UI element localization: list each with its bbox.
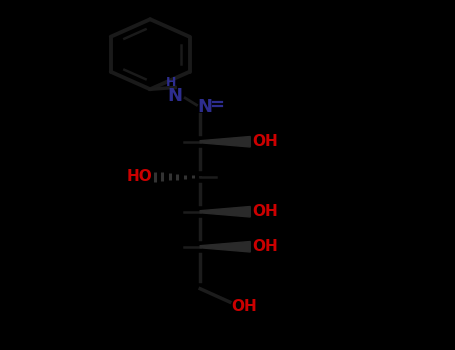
Polygon shape [200, 241, 250, 252]
Text: OH: OH [253, 204, 278, 219]
Text: HO: HO [126, 169, 152, 184]
Polygon shape [200, 136, 250, 147]
Text: OH: OH [253, 134, 278, 149]
Text: N: N [168, 87, 182, 105]
Text: N: N [197, 98, 212, 116]
Text: OH: OH [232, 299, 258, 314]
Text: OH: OH [253, 239, 278, 254]
Text: H: H [167, 76, 177, 90]
Polygon shape [200, 206, 250, 217]
